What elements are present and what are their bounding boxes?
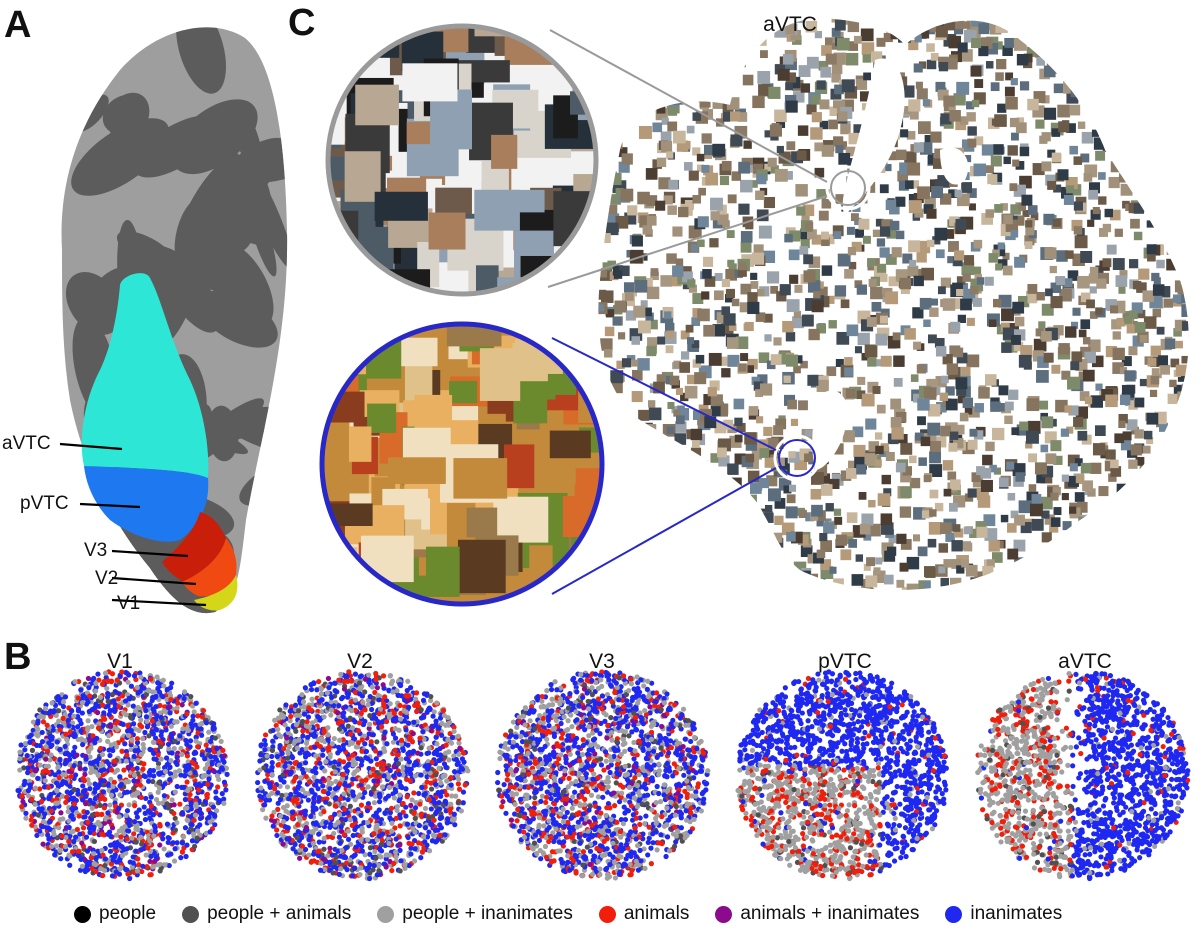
legend-label: people + inanimates [402, 903, 573, 924]
zoom-region-marker-top [825, 165, 871, 211]
zoom-inset-top-border [325, 23, 599, 297]
legend-item-animals: animals [598, 903, 690, 925]
panel-label-c: C [288, 2, 316, 44]
embedding-map-pVTC [735, 669, 949, 882]
legend-swatch-animals [598, 905, 616, 923]
embedding-map-V3 [495, 669, 711, 881]
embedding-title: aVTC [763, 13, 817, 36]
legend-label: people + animals [207, 903, 352, 924]
embedding-maps [15, 669, 1191, 882]
region-V1 [194, 575, 238, 611]
label-V2: V2 [95, 568, 119, 589]
avtc-image-embedding [319, 18, 1189, 607]
zoom-region-marker-bottom [773, 434, 821, 482]
legend-item-people-animals: people + animals [182, 903, 351, 925]
legend-item-people-inanimates: people + inanimates [377, 903, 573, 925]
legend-label: inanimates [970, 903, 1063, 924]
legend-swatch-people-animals [182, 905, 200, 923]
region-aVTC [81, 273, 209, 478]
legend-label: animals + inanimates [740, 903, 920, 924]
cortical-surface-figure [59, 27, 288, 614]
embedding-gaps [812, 58, 969, 470]
map-title-aVTC: aVTC [1058, 650, 1112, 673]
legend-label: animals [623, 903, 690, 924]
map-title-pVTC: pVTC [818, 650, 872, 673]
legend-item-inanimates: inanimates [945, 903, 1062, 925]
map-title-V2: V2 [347, 650, 373, 673]
label-V1: V1 [117, 593, 141, 614]
legend-item-people: people [74, 903, 156, 925]
label-pVTC: pVTC [20, 493, 69, 514]
panel-label-a: A [4, 4, 32, 46]
embedding-map-V2 [255, 669, 471, 882]
map-title-V1: V1 [107, 650, 133, 673]
panel-label-b: B [4, 636, 32, 678]
legend-swatch-people [74, 905, 91, 923]
label-V3: V3 [84, 540, 108, 561]
category-legend: people people + animals people + inanima… [74, 903, 1062, 925]
legend-swatch-people-inanimates [377, 905, 395, 923]
embedding-map-V1 [15, 669, 230, 882]
region-V2 [182, 538, 237, 597]
label-aVTC: aVTC [2, 433, 51, 454]
map-title-V3: V3 [589, 650, 615, 673]
legend-swatch-animals-inanimates [715, 905, 733, 923]
embedding-map-aVTC [975, 670, 1191, 882]
region-pVTC [84, 466, 209, 542]
legend-label: people [99, 903, 157, 924]
legend-swatch-inanimates [945, 905, 963, 923]
legend-item-animals-inanimates: animals + inanimates [715, 903, 919, 925]
region-leader-lines [59, 442, 207, 607]
zoom-inset-bottom-border [319, 321, 605, 607]
